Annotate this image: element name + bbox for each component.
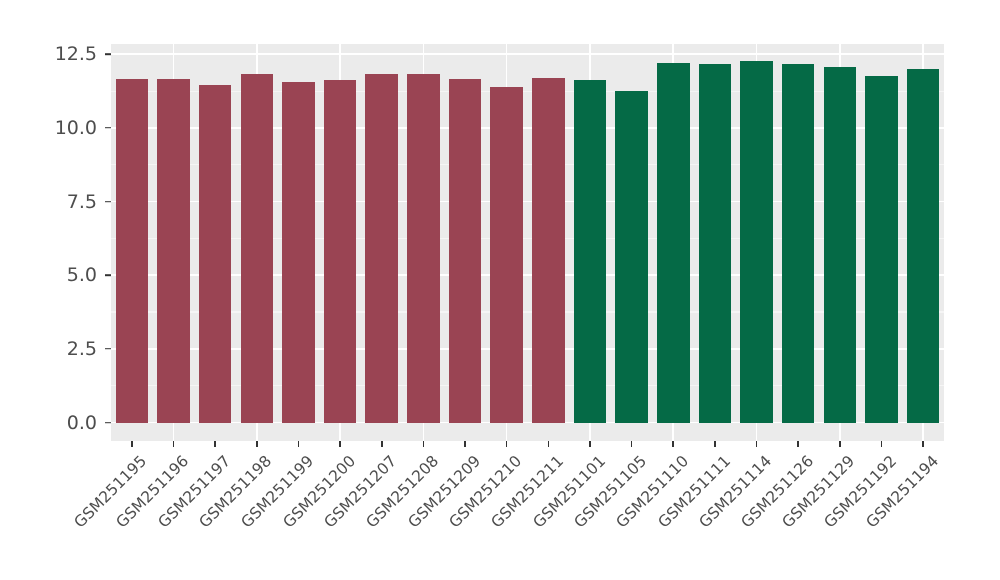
gridline-minor: [111, 311, 944, 313]
x-axis-tick-mark: [422, 441, 425, 447]
y-axis-tick-label: 2.5: [66, 337, 97, 360]
gridline-major: [111, 348, 944, 350]
x-axis-tick-mark: [380, 441, 383, 447]
gridline-major: [111, 421, 944, 424]
gridline-major: [111, 127, 944, 129]
y-axis-tick-label: 7.5: [66, 190, 97, 213]
x-axis-tick-mark: [589, 441, 591, 447]
y-axis-tick-mark: [105, 127, 111, 129]
bar: [198, 85, 232, 423]
bar: [115, 79, 149, 423]
x-axis-tick-mark: [797, 441, 800, 447]
bar: [657, 63, 690, 423]
x-axis-tick-mark: [755, 441, 758, 447]
y-axis-tick-mark: [105, 348, 111, 350]
bar: [365, 74, 398, 423]
bar: [781, 64, 815, 423]
gridline-major: [111, 53, 944, 56]
gridline-minor: [111, 385, 944, 387]
bar: [490, 86, 523, 423]
x-axis-tick-mark: [172, 441, 175, 447]
y-axis-tick-label: 0.0: [66, 411, 97, 434]
x-axis-tick-mark: [131, 441, 133, 447]
y-axis-tick-label: 12.5: [54, 43, 97, 66]
gridline-minor: [111, 90, 944, 92]
x-axis-tick-mark: [339, 441, 341, 447]
bar: [698, 64, 732, 423]
bar: [157, 78, 190, 423]
bar: [532, 78, 565, 423]
y-axis-tick-mark: [105, 274, 111, 276]
bar: [740, 61, 773, 423]
x-axis-tick-mark: [255, 441, 258, 447]
bar: [448, 78, 482, 423]
x-axis-tick-mark: [922, 441, 924, 447]
y-axis-tick-mark: [105, 200, 111, 203]
bar: [323, 79, 357, 423]
x-axis-tick-mark: [505, 441, 508, 447]
x-axis-tick-mark: [630, 441, 633, 447]
plot-panel: [111, 44, 944, 441]
x-axis-tick-mark: [214, 441, 216, 447]
bar: [865, 75, 898, 423]
bar: [615, 90, 648, 423]
y-axis-tick-label: 10.0: [54, 116, 97, 139]
gridline-minor: [111, 164, 944, 166]
x-axis-tick-mark: [672, 441, 675, 447]
gridline-major: [111, 200, 944, 203]
x-axis-tick-mark: [714, 441, 716, 447]
bar: [573, 79, 607, 423]
bar: [282, 82, 315, 423]
bar: [240, 74, 274, 423]
bar: [407, 74, 440, 423]
gridline-minor: [111, 237, 944, 239]
bar: [823, 66, 857, 423]
y-axis-tick-mark: [105, 421, 111, 424]
gridline-major: [111, 274, 944, 276]
x-axis-tick-mark: [297, 441, 300, 447]
x-axis-tick-mark: [880, 441, 883, 447]
y-axis-tick-mark: [105, 53, 111, 56]
bar: [906, 69, 940, 423]
y-axis-title: Expression Level: [50, 0, 94, 580]
x-axis-tick-mark: [464, 441, 466, 447]
y-axis-tick-label: 5.0: [66, 264, 97, 287]
x-axis-tick-mark: [547, 441, 550, 447]
x-axis-tick-mark: [839, 441, 841, 447]
